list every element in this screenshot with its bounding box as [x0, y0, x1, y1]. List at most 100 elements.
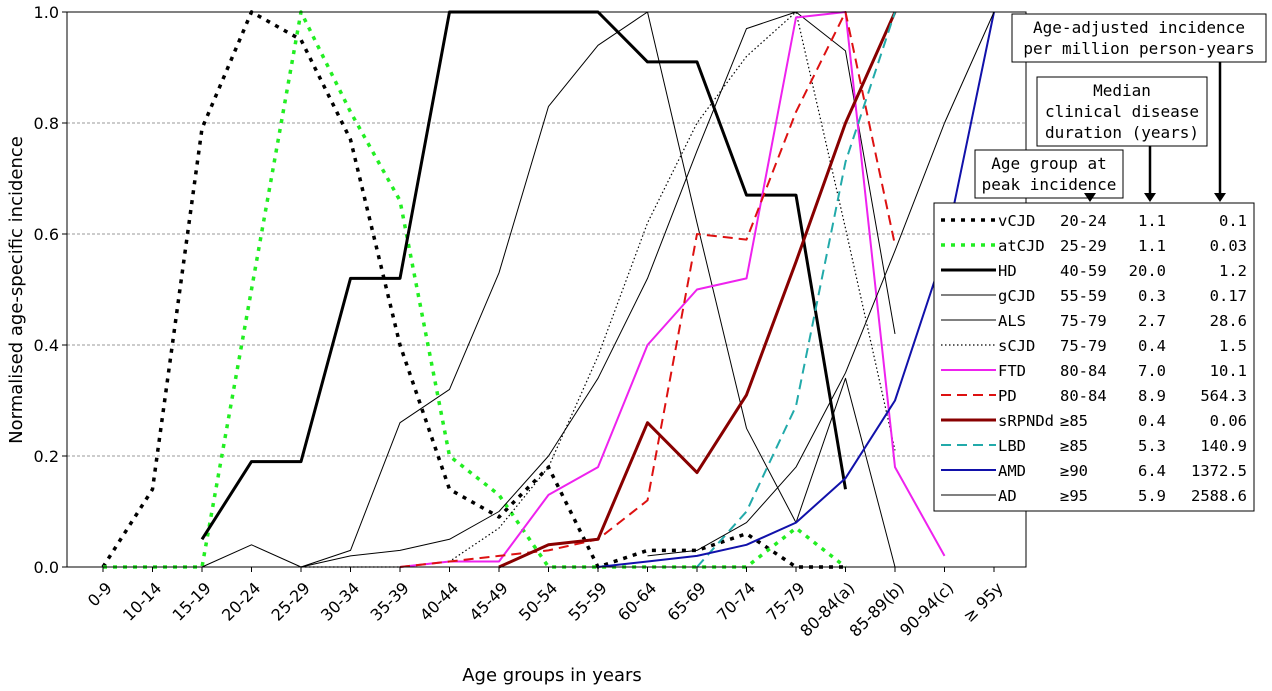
- legend-name: AMD: [998, 462, 1026, 480]
- plot-frame: [66, 11, 1027, 568]
- y-tick-label: 0.8: [34, 114, 59, 133]
- duration-header-text: clinical disease: [1045, 102, 1199, 121]
- x-tick-label: 65-69: [664, 578, 710, 624]
- series-line-lbd: [696, 11, 896, 568]
- legend-incidence: 0.17: [1210, 287, 1247, 305]
- legend-name: sRPNDd: [998, 412, 1054, 430]
- legend-duration: 0.3: [1138, 287, 1166, 305]
- legend-name: PD: [998, 387, 1017, 405]
- peak-age-header-box: [974, 149, 1124, 199]
- series-line-als: [300, 11, 896, 568]
- y-tick-label: 0.0: [34, 558, 59, 577]
- y-tick-label: 0.4: [34, 336, 59, 355]
- legend-duration: 5.3: [1138, 437, 1166, 455]
- series-line-ftd: [399, 11, 946, 568]
- legend-peak-age: ≥90: [1060, 462, 1088, 480]
- legend-incidence: 28.6: [1210, 312, 1247, 330]
- legend-incidence: 140.9: [1200, 437, 1247, 455]
- legend-incidence: 564.3: [1200, 387, 1247, 405]
- x-tick-label: 90-94(c): [896, 578, 957, 639]
- x-tick-label: ≥ 95y: [959, 578, 1007, 626]
- legend-duration: 0.4: [1138, 412, 1166, 430]
- x-axis-title: Age groups in years: [462, 665, 642, 686]
- x-tick-label: 30-34: [317, 578, 363, 624]
- legend-name: vCJD: [998, 212, 1035, 230]
- series-lines: [101, 10, 995, 569]
- y-axis-title: Normalised age-specific incidence: [6, 136, 27, 444]
- x-tick-label: 75-79: [763, 578, 809, 624]
- x-tick-label: 10-14: [119, 578, 165, 624]
- y-tick-label: 0.2: [34, 447, 59, 466]
- legend: vCJD 20-24 1.1 0.1 atCJD 25-29 1.1 0.03 HD 40-59 2…: [933, 202, 1255, 512]
- legend-peak-age: 80-84: [1060, 362, 1107, 380]
- duration-header-arrowhead: [1144, 193, 1156, 202]
- series-line-amd: [597, 11, 995, 568]
- legend-incidence: 2588.6: [1191, 487, 1247, 505]
- legend-name: HD: [998, 262, 1017, 280]
- series-line-srpndd: [498, 11, 897, 569]
- axes: 0.0 0.2 0.4 0.6 0.8 1.0 0-9 10-14 15-19 20-24 25-2…: [34, 3, 1027, 641]
- x-tick-label: 70-74: [713, 578, 759, 624]
- x-tick-label: 45-49: [466, 578, 512, 624]
- legend-duration: 2.7: [1138, 312, 1166, 330]
- x-tick-label: 55-59: [565, 578, 611, 624]
- legend-incidence: 10.1: [1210, 362, 1247, 380]
- legend-incidence: 0.1: [1219, 212, 1247, 230]
- legend-peak-age: 75-79: [1060, 312, 1107, 330]
- legend-duration: 5.9: [1138, 487, 1166, 505]
- series-line-gcjd: [201, 11, 896, 568]
- series-line-hd: [200, 10, 847, 541]
- x-tick-label: 25-29: [268, 578, 314, 624]
- legend-peak-age: 80-84: [1060, 387, 1107, 405]
- incidence-header-box: [1011, 13, 1267, 63]
- legend-name: FTD: [998, 362, 1026, 380]
- legend-incidence: 0.03: [1210, 237, 1247, 255]
- legend-annotations: Age-adjusted incidence per million person…: [974, 13, 1267, 202]
- legend-duration: 6.4: [1138, 462, 1166, 480]
- legend-incidence: 1.2: [1219, 262, 1247, 280]
- legend-peak-age: ≥85: [1060, 412, 1088, 430]
- x-tick-label: 0-9: [84, 578, 116, 610]
- peak-age-header-text: peak incidence: [982, 175, 1117, 194]
- x-tick-label: 60-64: [614, 578, 660, 624]
- x-tick-label: 15-19: [169, 578, 215, 624]
- series-line-scjd: [301, 11, 896, 568]
- legend-name: ALS: [998, 312, 1026, 330]
- peak-age-header-arrowhead: [1084, 193, 1096, 202]
- incidence-header-arrowhead: [1214, 193, 1226, 202]
- legend-duration: 1.1: [1138, 212, 1166, 230]
- x-tick-label: 35-39: [367, 578, 413, 624]
- duration-header-box: [1036, 76, 1208, 147]
- x-tick-label: 50-54: [515, 578, 561, 624]
- legend-box: [933, 202, 1255, 512]
- legend-name: gCJD: [998, 287, 1035, 305]
- legend-incidence: 1.5: [1219, 337, 1247, 355]
- grid: [66, 11, 1027, 568]
- legend-name: atCJD: [998, 237, 1045, 255]
- series-line-ad: [647, 11, 995, 557]
- legend-duration: 1.1: [1138, 237, 1166, 255]
- legend-peak-age: 75-79: [1060, 337, 1107, 355]
- legend-name: AD: [998, 487, 1017, 505]
- peak-age-header-text: Age group at: [991, 154, 1107, 173]
- legend-duration: 0.4: [1138, 337, 1166, 355]
- legend-peak-age: 20-24: [1060, 212, 1107, 230]
- y-tick-label: 0.6: [34, 225, 59, 244]
- legend-duration: 7.0: [1138, 362, 1166, 380]
- series-line-pd: [399, 11, 896, 568]
- legend-incidence: 1372.5: [1191, 462, 1247, 480]
- legend-name: sCJD: [998, 337, 1035, 355]
- x-tick-label: 85-89(b): [846, 578, 908, 640]
- legend-peak-age: 25-29: [1060, 237, 1107, 255]
- incidence-header-text: per million person-years: [1023, 39, 1254, 58]
- x-tick-label: 40-44: [416, 578, 462, 624]
- legend-peak-age: ≥85: [1060, 437, 1088, 455]
- incidence-header-text: Age-adjusted incidence: [1033, 18, 1245, 37]
- legend-duration: 8.9: [1138, 387, 1166, 405]
- legend-name: LBD: [998, 437, 1026, 455]
- legend-peak-age: ≥95: [1060, 487, 1088, 505]
- y-tick-label: 1.0: [34, 3, 59, 22]
- legend-peak-age: 55-59: [1060, 287, 1107, 305]
- x-tick-label: 20-24: [218, 578, 264, 624]
